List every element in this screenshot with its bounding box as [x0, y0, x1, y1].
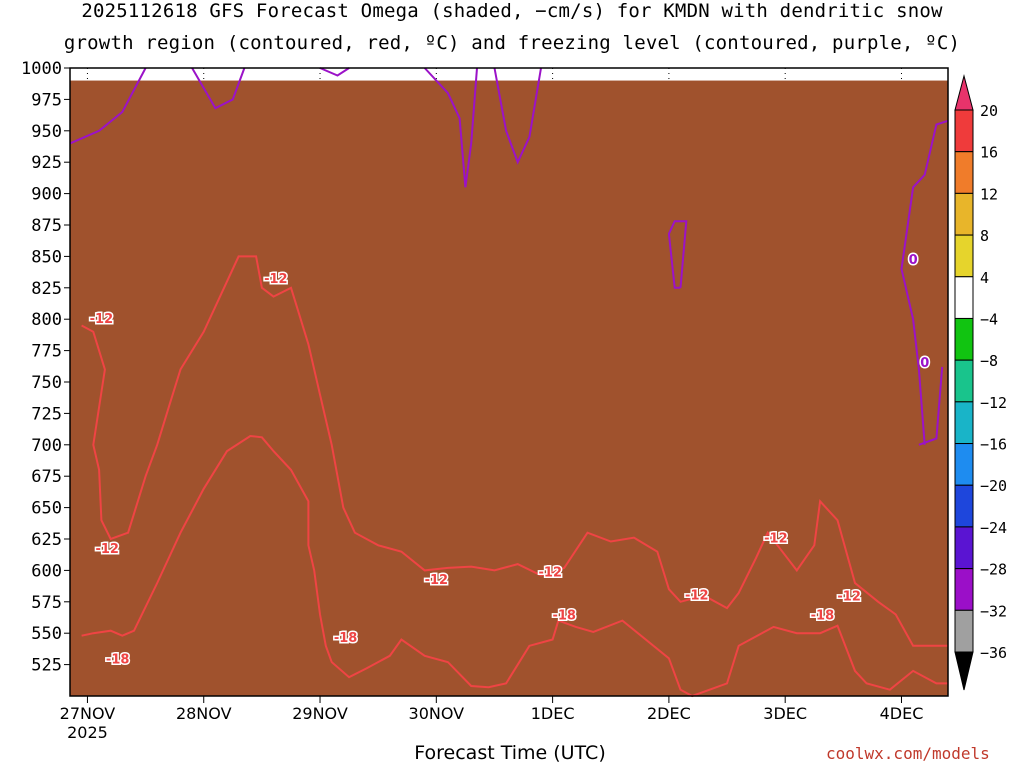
colorbar-swatch: [954, 109, 974, 153]
freezing-level-contour: [319, 67, 350, 77]
colorbar: 20 16 12 8 4 −4 −8 −12 −16 −20 −24 −28 −32 −36: [954, 74, 1007, 691]
colorbar-label: 20: [980, 102, 998, 120]
dgz-contour-label: -12: [264, 272, 288, 287]
freezing-contour-label: 0: [920, 356, 929, 371]
y-tick-label: 925: [31, 153, 62, 173]
colorbar-label: −8: [980, 352, 998, 370]
x-tick-label: 1DEC: [531, 704, 575, 723]
colorbar-swatch: [954, 526, 974, 570]
dgz-contour-label: -12: [539, 566, 563, 581]
x-tick-label: 27NOV: [60, 704, 116, 723]
x-tick-label: 3DEC: [763, 704, 807, 723]
y-tick-label: 650: [31, 499, 62, 519]
x-tick-label: 29NOV: [292, 704, 348, 723]
colorbar-swatch: [954, 609, 974, 653]
colorbar-label: −28: [980, 561, 1007, 579]
y-axis-ticks: 525 550 575 600 625 650 675 700 725 750 775 800 825 8…: [21, 59, 70, 676]
freezing-level-contour: [493, 67, 542, 165]
freezing-level-contour: [667, 220, 688, 289]
colorbar-swatch: [954, 317, 974, 361]
y-tick-label: 725: [31, 404, 62, 424]
dgz-contour-minus18: [81, 434, 948, 698]
colorbar-swatch: [954, 359, 974, 403]
y-tick-label: 850: [31, 247, 62, 267]
colorbar-label: 4: [980, 269, 989, 287]
y-tick-label: 525: [31, 656, 62, 676]
dgz-contour-label: -12: [90, 312, 114, 327]
y-tick-label: 550: [31, 624, 62, 644]
y-tick-label: 575: [31, 593, 62, 613]
x-tick-label: 2DEC: [647, 704, 691, 723]
y-tick-label: 775: [31, 342, 62, 362]
x-year-label: 2025: [67, 723, 108, 742]
colorbar-label: −16: [980, 436, 1007, 454]
freezing-level-contour: [191, 67, 246, 110]
freezing-level-contour: [900, 119, 949, 445]
colorbar-swatch: [954, 401, 974, 445]
colorbar-label: −4: [980, 310, 998, 328]
dgz-contour-label: -12: [685, 588, 709, 603]
terrain-fill: [70, 80, 948, 696]
freezing-level-contour: [918, 366, 944, 446]
y-tick-label: 825: [31, 279, 62, 299]
y-tick-label: 675: [31, 467, 62, 487]
colorbar-label: −12: [980, 394, 1007, 412]
colorbar-label: −20: [980, 477, 1007, 495]
dgz-contour-label: -18: [552, 608, 576, 623]
colorbar-swatch: [954, 568, 974, 611]
colorbar-swatch: [954, 234, 974, 278]
colorbar-label: 12: [980, 185, 998, 203]
dgz-contour-label: -12: [837, 590, 861, 605]
x-tick-label: 28NOV: [176, 704, 232, 723]
freezing-contour-label: 0: [909, 253, 918, 268]
y-tick-label: 875: [31, 216, 62, 236]
dgz-contour-label: -18: [334, 631, 358, 646]
colorbar-label: −36: [980, 644, 1007, 662]
colorbar-label: −32: [980, 602, 1007, 620]
colorbar-label: 16: [980, 144, 998, 162]
dgz-contour-label: -12: [95, 542, 119, 557]
y-tick-label: 975: [31, 90, 62, 110]
colorbar-label: −24: [980, 519, 1007, 537]
x-tick-label: 4DEC: [880, 704, 924, 723]
dgz-contour-label: -12: [425, 573, 449, 588]
dgz-contour-minus12: [81, 255, 948, 647]
x-axis-label: Forecast Time (UTC): [414, 742, 606, 764]
y-tick-label: 900: [31, 185, 62, 205]
y-tick-label: 750: [31, 373, 62, 393]
chart-title-line-1: 2025112618 GFS Forecast Omega (shaded, −…: [81, 0, 943, 22]
freezing-level-contour: [69, 67, 147, 145]
y-tick-label: 600: [31, 561, 62, 581]
y-tick-label: 1000: [21, 59, 62, 79]
colorbar-swatch: [954, 484, 974, 528]
colorbar-top-arrow: [954, 74, 974, 111]
colorbar-swatch: [954, 443, 974, 486]
colorbar-swatch: [954, 192, 974, 236]
colorbar-label: 8: [980, 227, 989, 245]
y-tick-label: 625: [31, 530, 62, 550]
credit-text: coolwx.com/models: [826, 744, 990, 763]
terrain-band: [70, 80, 948, 696]
x-axis-ticks: 27NOV 28NOV 29NOV 30NOV 1DEC 2DEC 3DEC 4DEC 2025: [60, 696, 924, 742]
chart-title-line-2: growth region (contoured, red, ºC) and f…: [63, 32, 961, 54]
dgz-contour-label: -12: [764, 532, 788, 547]
colorbar-swatch: [954, 276, 974, 319]
dgz-contour-label: -18: [106, 652, 130, 667]
y-tick-label: 800: [31, 310, 62, 330]
x-tick-label: 30NOV: [409, 704, 465, 723]
freezing-level-contour: [423, 67, 478, 188]
colorbar-swatch: [954, 151, 974, 194]
dgz-contour-label: -18: [811, 608, 835, 623]
contours: [69, 67, 949, 698]
y-tick-label: 700: [31, 436, 62, 456]
y-tick-label: 950: [31, 122, 62, 142]
colorbar-bottom-arrow: [954, 651, 974, 691]
